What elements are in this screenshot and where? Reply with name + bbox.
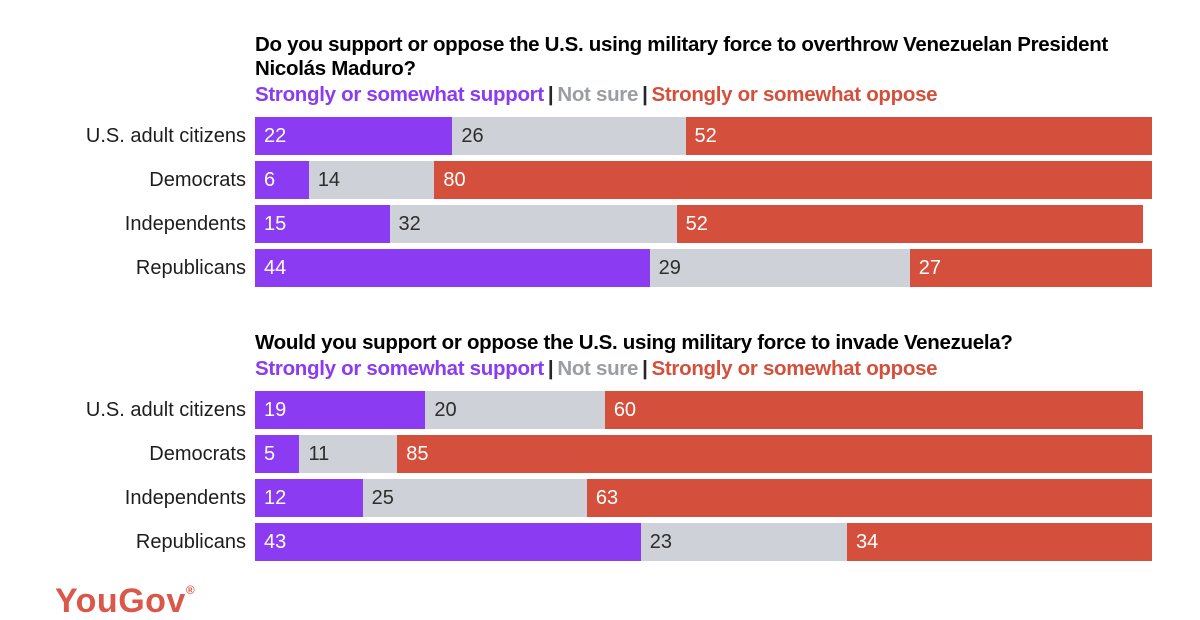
stacked-bar: 12 25 63: [255, 479, 1152, 517]
row-label: Independents: [124, 213, 246, 235]
table-row: Independents 15 32 52: [0, 205, 1200, 243]
legend-support-label: Strongly or somewhat support: [255, 83, 544, 106]
legend-oppose-label: Strongly or somewhat oppose: [651, 357, 938, 380]
bar-rows: U.S. adult citizens 22 26 52 Democrats 6…: [0, 117, 1200, 287]
table-row: Republicans 43 23 34: [0, 523, 1200, 561]
support-segment: 22: [255, 117, 453, 155]
row-label: Democrats: [149, 443, 246, 465]
chart-title: Would you support or oppose the U.S. usi…: [255, 331, 1013, 354]
not-sure-value: 11: [308, 442, 330, 465]
support-value: 22: [264, 124, 287, 147]
row-label: Democrats: [149, 169, 246, 191]
support-segment: 12: [255, 479, 363, 517]
legend-separator: |: [547, 357, 554, 380]
support-value: 6: [264, 168, 276, 191]
chart-header: Would you support or oppose the U.S. usi…: [255, 331, 1152, 381]
oppose-value: 52: [694, 124, 717, 147]
oppose-value: 85: [406, 442, 429, 465]
support-value: 15: [264, 212, 287, 235]
not-sure-value: 14: [317, 168, 341, 191]
not-sure-segment: 14: [308, 161, 435, 199]
yougov-logo: YouGov®: [55, 584, 195, 618]
oppose-value: 34: [856, 530, 879, 553]
stacked-bar: 19 20 60: [255, 391, 1152, 429]
table-row: Independents 12 25 63: [0, 479, 1200, 517]
chart-title: Do you support or oppose the U.S. using …: [255, 33, 1108, 80]
oppose-value: 27: [918, 256, 942, 279]
chart-legend: Strongly or somewhat support | Not sure | St…: [255, 357, 1152, 381]
oppose-segment: 80: [434, 161, 1152, 199]
row-label: Republicans: [135, 531, 246, 553]
not-sure-segment: 20: [425, 391, 605, 429]
support-value: 19: [264, 398, 287, 421]
legend-not-sure-label: Not sure: [557, 83, 639, 106]
oppose-segment: 34: [847, 523, 1152, 561]
oppose-segment: 52: [676, 205, 1144, 243]
not-sure-segment: 23: [640, 523, 847, 561]
oppose-segment: 60: [604, 391, 1143, 429]
support-segment: 44: [255, 249, 650, 287]
oppose-value: 52: [685, 212, 708, 235]
not-sure-segment: 11: [299, 435, 398, 473]
support-value: 12: [264, 486, 287, 509]
not-sure-value: 25: [371, 486, 394, 509]
stacked-bar: 15 32 52: [255, 205, 1152, 243]
row-label: Republicans: [135, 257, 246, 279]
support-segment: 6: [255, 161, 309, 199]
table-row: Democrats 6 14 80: [0, 161, 1200, 199]
not-sure-value: 26: [461, 124, 484, 147]
legend-support-label: Strongly or somewhat support: [255, 357, 544, 380]
support-value: 44: [264, 256, 287, 279]
not-sure-segment: 25: [362, 479, 587, 517]
support-segment: 5: [255, 435, 300, 473]
row-label: U.S. adult citizens: [85, 399, 246, 421]
row-label: Independents: [124, 487, 246, 509]
yougov-logo-text: YouGov: [55, 582, 186, 620]
chart-legend: Strongly or somewhat support | Not sure | St…: [255, 83, 1152, 107]
table-row: Democrats 5 11 85: [0, 435, 1200, 473]
stacked-bar: 22 26 52: [255, 117, 1152, 155]
not-sure-segment: 26: [452, 117, 686, 155]
oppose-value: 63: [595, 486, 619, 509]
support-value: 5: [264, 442, 276, 465]
oppose-segment: 63: [586, 479, 1152, 517]
not-sure-value: 29: [658, 256, 681, 279]
support-value: 43: [264, 530, 287, 553]
oppose-segment: 85: [397, 435, 1153, 473]
bar-rows: U.S. adult citizens 19 20 60 Democrats 5…: [0, 391, 1200, 561]
not-sure-value: 23: [649, 530, 672, 553]
chart-invade-venezuela: Would you support or oppose the U.S. usi…: [0, 331, 1200, 567]
not-sure-segment: 32: [389, 205, 677, 243]
stacked-bar: 43 23 34: [255, 523, 1152, 561]
table-row: U.S. adult citizens 19 20 60: [0, 391, 1200, 429]
legend-separator: |: [642, 83, 648, 106]
not-sure-value: 20: [434, 398, 457, 421]
oppose-value: 60: [613, 398, 637, 421]
row-label: U.S. adult citizens: [85, 125, 246, 147]
oppose-segment: 52: [685, 117, 1152, 155]
table-row: Republicans 44 29 27: [0, 249, 1200, 287]
chart-overthrow-maduro: Do you support or oppose the U.S. using …: [0, 33, 1200, 293]
table-row: U.S. adult citizens 22 26 52: [0, 117, 1200, 155]
stacked-bar: 6 14 80: [255, 161, 1152, 199]
legend-separator: |: [547, 83, 554, 106]
registered-trademark-icon: ®: [185, 583, 196, 597]
oppose-segment: 27: [909, 249, 1152, 287]
oppose-value: 80: [443, 168, 466, 191]
support-segment: 43: [255, 523, 641, 561]
support-segment: 19: [255, 391, 426, 429]
stacked-bar: 5 11 85: [255, 435, 1153, 473]
chart-header: Do you support or oppose the U.S. using …: [255, 33, 1152, 107]
legend-oppose-label: Strongly or somewhat oppose: [651, 83, 938, 106]
stacked-bar: 44 29 27: [255, 249, 1152, 287]
not-sure-segment: 29: [649, 249, 910, 287]
support-segment: 15: [255, 205, 390, 243]
not-sure-value: 32: [398, 212, 421, 235]
legend-separator: |: [642, 357, 648, 380]
legend-not-sure-label: Not sure: [557, 357, 639, 380]
